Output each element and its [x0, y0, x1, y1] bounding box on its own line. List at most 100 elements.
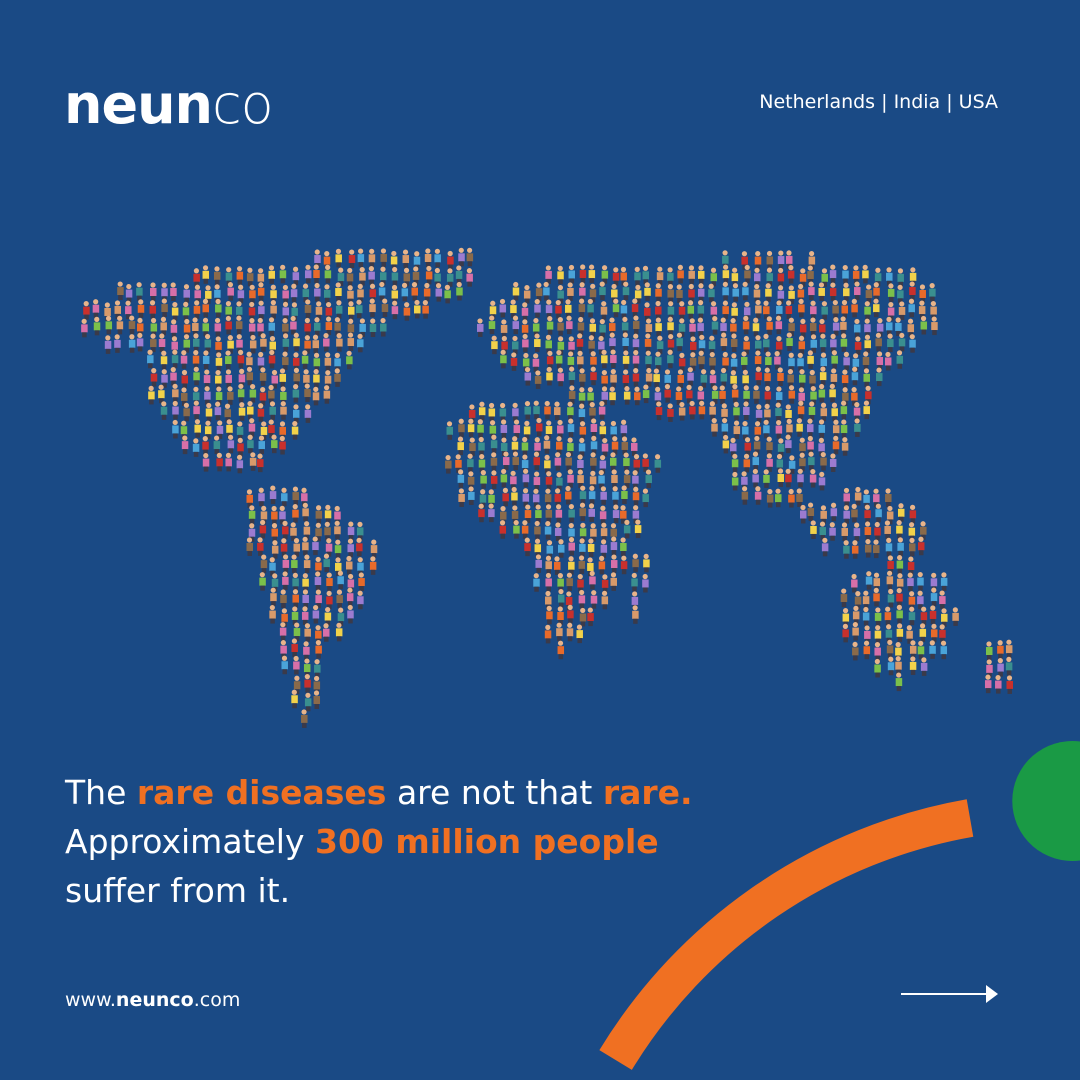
person-figure: [601, 349, 608, 369]
person-figure: [215, 336, 222, 355]
person-figure: [765, 351, 772, 371]
person-figure: [227, 335, 234, 354]
person-figure: [587, 298, 594, 318]
person-figure: [708, 335, 716, 355]
person-figure: [279, 264, 287, 284]
person-figure: [741, 486, 749, 505]
person-figure: [908, 606, 916, 626]
person-figure: [568, 385, 576, 405]
person-figure: [280, 589, 287, 609]
person-figure: [292, 572, 299, 592]
person-figure: [455, 265, 463, 284]
person-figure: [898, 332, 906, 352]
person-figure: [819, 366, 827, 386]
person-figure: [864, 318, 871, 338]
person-figure: [797, 468, 804, 488]
person-figure: [909, 281, 916, 301]
person-figure: [114, 300, 122, 319]
person-figure: [557, 284, 564, 304]
person-figure: [544, 624, 552, 644]
person-figure: [324, 504, 332, 524]
person-figure: [840, 588, 848, 608]
person-figure: [192, 350, 200, 369]
person-figure: [469, 437, 476, 457]
person-figure: [997, 658, 1004, 677]
person-figure: [567, 469, 574, 488]
person-figure: [786, 332, 793, 352]
person-figure: [852, 641, 859, 661]
person-figure: [929, 283, 936, 302]
person-figure: [237, 437, 244, 457]
person-figure: [590, 418, 598, 438]
person-figure: [512, 281, 520, 301]
person-figure: [313, 369, 320, 388]
person-figure: [557, 606, 564, 626]
person-figure: [588, 335, 595, 354]
person-figure: [104, 335, 112, 354]
person-figure: [557, 317, 564, 336]
person-figure: [128, 315, 136, 335]
person-figure: [565, 485, 572, 505]
person-figure: [655, 283, 662, 302]
person-figure: [534, 299, 541, 318]
person-figure: [150, 282, 157, 301]
person-figure: [282, 571, 289, 590]
person-figure: [258, 487, 265, 507]
person-figure: [897, 284, 904, 304]
person-figure: [722, 281, 729, 301]
person-figure: [864, 521, 872, 541]
person-figure: [612, 267, 620, 286]
person-figure: [502, 487, 509, 507]
person-figure: [545, 504, 553, 523]
person-figure: [655, 300, 662, 320]
person-figure: [334, 539, 342, 559]
person-figure: [598, 401, 606, 420]
person-figure: [347, 538, 354, 558]
person-figure: [125, 283, 133, 303]
person-figure: [895, 672, 903, 692]
person-figure: [125, 300, 132, 320]
person-figure: [895, 656, 902, 675]
person-figure: [257, 317, 264, 337]
person-figure: [292, 504, 299, 523]
person-figure: [194, 419, 201, 438]
person-figure: [203, 369, 211, 389]
person-figure: [334, 317, 341, 336]
person-figure: [731, 384, 739, 403]
person-figure: [885, 537, 893, 557]
person-figure: [645, 350, 652, 370]
person-figure: [623, 452, 630, 472]
person-figure: [830, 502, 838, 522]
person-figure: [788, 488, 795, 508]
person-figure: [829, 522, 836, 541]
person-figure: [260, 554, 268, 574]
person-figure: [853, 402, 861, 421]
person-figure: [158, 333, 166, 353]
person-figure: [347, 301, 355, 320]
person-figure: [500, 319, 508, 338]
person-figure: [831, 402, 838, 422]
person-figure: [216, 452, 223, 472]
person-figure: [799, 369, 806, 388]
person-figure: [689, 400, 696, 420]
person-figure: [513, 520, 520, 539]
person-figure: [302, 589, 309, 609]
person-figure: [722, 351, 729, 371]
person-figure: [777, 367, 784, 386]
person-figure: [148, 385, 155, 405]
person-figure: [621, 485, 628, 505]
arrow-right-icon[interactable]: [900, 982, 1000, 1006]
person-figure: [796, 488, 803, 507]
person-figure: [752, 317, 760, 337]
person-figure: [719, 385, 726, 404]
person-figure: [777, 250, 785, 270]
person-figure: [763, 469, 770, 488]
person-figure: [215, 298, 222, 318]
person-figure: [543, 435, 551, 454]
person-figure: [610, 536, 618, 556]
person-figure: [851, 298, 858, 318]
website-link[interactable]: www.neunco.com: [65, 989, 241, 1011]
person-figure: [752, 451, 760, 471]
person-figure: [895, 317, 902, 336]
person-figure: [303, 641, 310, 660]
